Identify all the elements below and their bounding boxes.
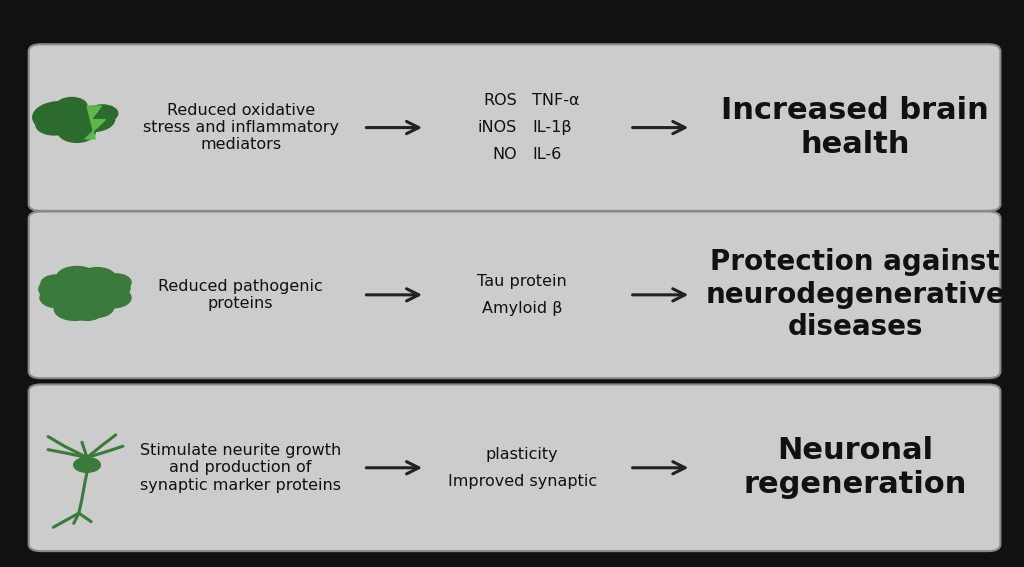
Text: Reduced pathogenic
proteins: Reduced pathogenic proteins bbox=[159, 278, 323, 311]
Text: IL-1β: IL-1β bbox=[532, 120, 572, 135]
Text: NO: NO bbox=[493, 147, 517, 162]
Text: Protection against
neurodegenerative
diseases: Protection against neurodegenerative dis… bbox=[706, 248, 1005, 341]
Circle shape bbox=[89, 277, 130, 299]
Text: Tau protein: Tau protein bbox=[477, 274, 567, 289]
FancyBboxPatch shape bbox=[29, 384, 1000, 551]
Circle shape bbox=[39, 277, 84, 302]
Circle shape bbox=[74, 458, 100, 472]
Circle shape bbox=[79, 268, 116, 288]
Circle shape bbox=[70, 107, 115, 132]
Circle shape bbox=[33, 101, 90, 133]
Text: IL-6: IL-6 bbox=[532, 147, 562, 162]
FancyBboxPatch shape bbox=[29, 211, 1000, 378]
Circle shape bbox=[77, 297, 114, 318]
Circle shape bbox=[87, 105, 118, 122]
Text: Improved synaptic: Improved synaptic bbox=[447, 474, 597, 489]
Circle shape bbox=[72, 303, 102, 320]
Text: TNF-α: TNF-α bbox=[532, 93, 580, 108]
Text: iNOS: iNOS bbox=[478, 120, 517, 135]
Circle shape bbox=[94, 287, 131, 308]
Text: ROS: ROS bbox=[483, 93, 517, 108]
Polygon shape bbox=[85, 106, 105, 139]
Circle shape bbox=[56, 275, 118, 309]
Circle shape bbox=[41, 275, 72, 292]
Text: Stimulate neurite growth
and production of
synaptic marker proteins: Stimulate neurite growth and production … bbox=[140, 443, 341, 493]
Text: plasticity: plasticity bbox=[486, 447, 558, 462]
Circle shape bbox=[56, 266, 97, 289]
Circle shape bbox=[36, 115, 73, 135]
Text: Neuronal
regeneration: Neuronal regeneration bbox=[743, 437, 967, 499]
Text: Reduced oxidative
stress and inflammatory
mediators: Reduced oxidative stress and inflammator… bbox=[142, 103, 339, 153]
Circle shape bbox=[56, 98, 87, 115]
Circle shape bbox=[100, 274, 131, 291]
Text: Increased brain
health: Increased brain health bbox=[721, 96, 989, 159]
FancyBboxPatch shape bbox=[29, 44, 1000, 211]
Circle shape bbox=[40, 287, 77, 308]
Text: Amyloid β: Amyloid β bbox=[482, 301, 562, 316]
Circle shape bbox=[58, 122, 95, 142]
Circle shape bbox=[54, 298, 95, 320]
